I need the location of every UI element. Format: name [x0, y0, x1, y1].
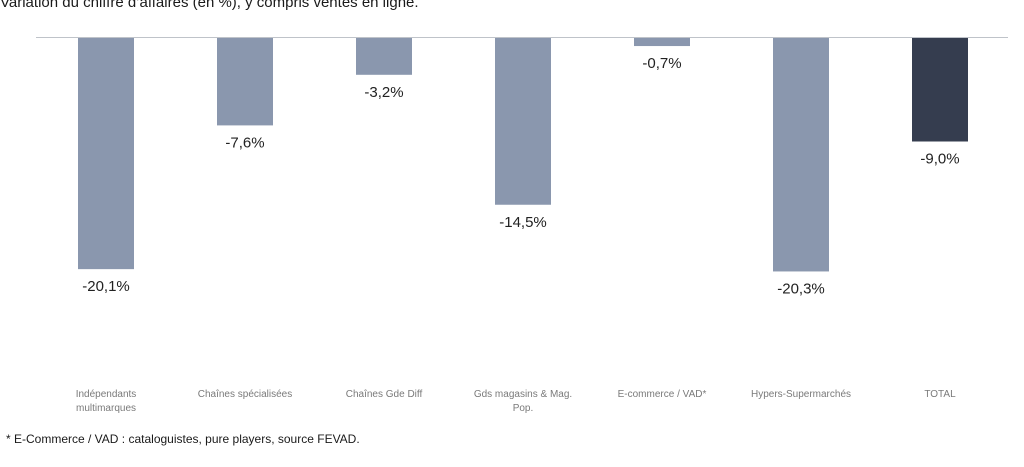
- category-label: Gds magasins & Mag. Pop.: [474, 389, 572, 414]
- bars-layer: [78, 38, 968, 272]
- data-label: -20,1%: [82, 278, 130, 295]
- bar: [217, 38, 273, 126]
- data-label: -14,5%: [499, 214, 547, 231]
- data-label: -7,6%: [225, 134, 264, 151]
- category-label: TOTAL: [924, 389, 956, 400]
- bar: [912, 38, 968, 142]
- category-label: Indépendants multimarques: [76, 389, 137, 414]
- bar: [78, 38, 134, 270]
- chart-title: Variation du chiffre d’affaires (en %), …: [0, 0, 419, 11]
- data-labels-layer: -20,1% -7,6% -3,2% -14,5% -0,7% -20,3% -9,0%: [82, 55, 959, 297]
- bar: [356, 38, 412, 75]
- bar-chart: -20,1% -7,6% -3,2% -14,5% -0,7% -20,3% -9,0% I…: [36, 37, 1008, 414]
- category-label: Chaînes spécialisées: [198, 389, 293, 400]
- bar: [495, 38, 551, 205]
- footnote: * E-Commerce / VAD : cataloguistes, pure…: [6, 432, 360, 446]
- category-label: Hypers-Supermarchés: [751, 389, 851, 400]
- data-label: -20,3%: [777, 280, 825, 297]
- category-label: Chaînes Gde Diff: [346, 389, 423, 400]
- bar: [634, 38, 690, 47]
- category-labels-layer: Indépendants multimarques Chaînes spéciali…: [76, 389, 956, 414]
- category-label: E-commerce / VAD*: [618, 389, 707, 400]
- bar: [773, 38, 829, 272]
- data-label: -3,2%: [364, 84, 403, 101]
- data-label: -9,0%: [920, 151, 959, 168]
- data-label: -0,7%: [642, 55, 681, 72]
